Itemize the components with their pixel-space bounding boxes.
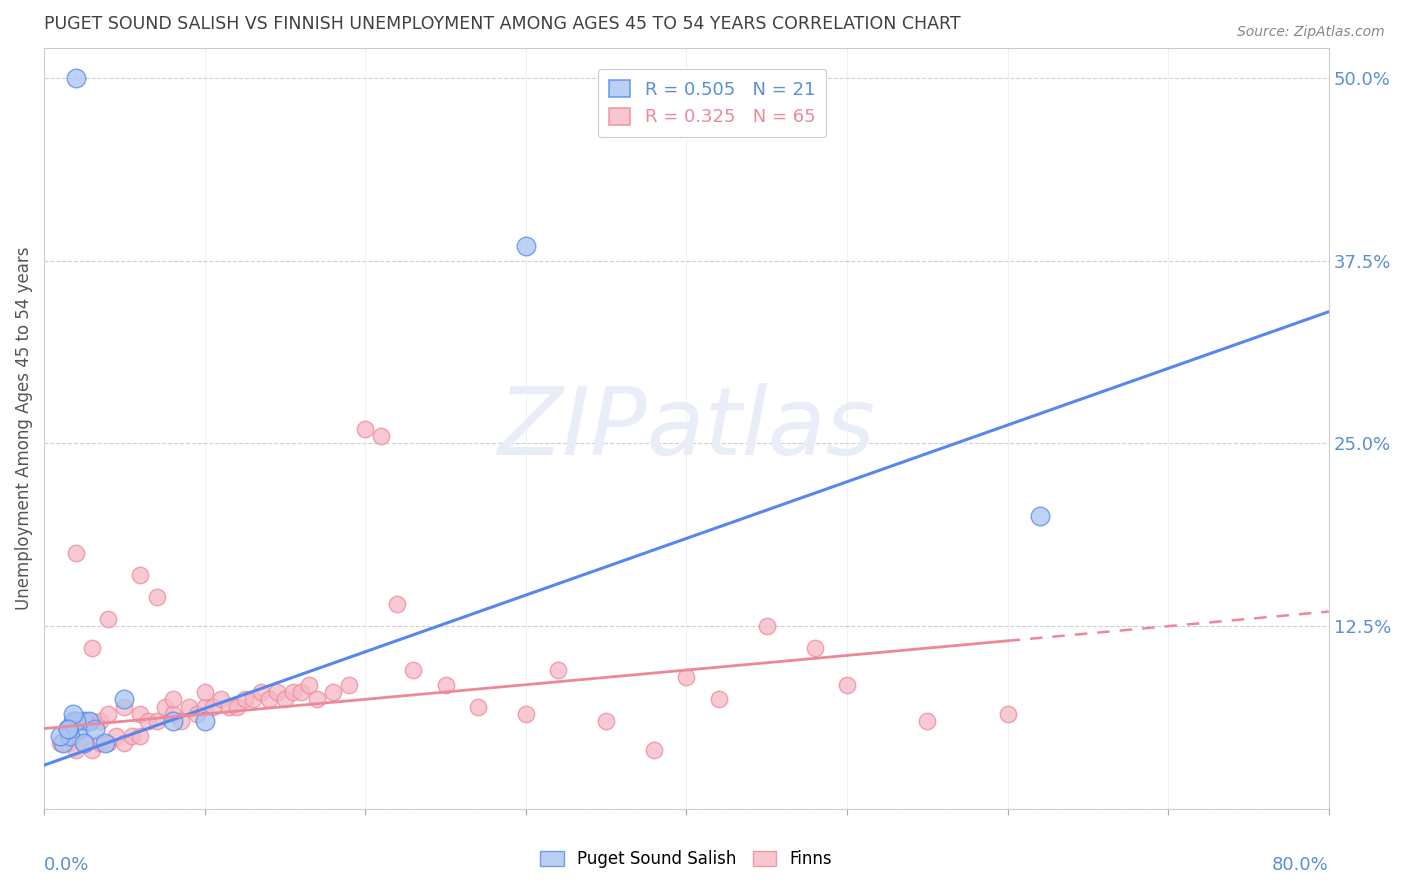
Point: [290, 685, 312, 699]
Point: [73, 714, 96, 729]
Point: [65, 743, 87, 757]
Point: [62, 714, 84, 729]
Point: [225, 699, 247, 714]
Point: [69, 722, 91, 736]
Point: [73, 736, 96, 750]
Legend: Puget Sound Salish, Finns: Puget Sound Salish, Finns: [531, 842, 841, 877]
Point: [250, 685, 273, 699]
Text: ZIPatlas: ZIPatlas: [498, 384, 876, 475]
Point: [266, 685, 288, 699]
Point: [112, 692, 135, 706]
Point: [643, 743, 665, 757]
Point: [515, 706, 537, 721]
Text: Source: ZipAtlas.com: Source: ZipAtlas.com: [1237, 25, 1385, 39]
Text: PUGET SOUND SALISH VS FINNISH UNEMPLOYMENT AMONG AGES 45 TO 54 YEARS CORRELATION: PUGET SOUND SALISH VS FINNISH UNEMPLOYME…: [44, 15, 960, 33]
Point: [675, 670, 697, 684]
Point: [52, 736, 75, 750]
Point: [242, 692, 264, 706]
Point: [804, 641, 827, 656]
Point: [65, 70, 87, 85]
Point: [97, 706, 120, 721]
Point: [73, 714, 96, 729]
Point: [201, 699, 224, 714]
Point: [112, 699, 135, 714]
Point: [467, 699, 489, 714]
Point: [194, 714, 217, 729]
Point: [121, 729, 143, 743]
Point: [298, 678, 321, 692]
Point: [97, 736, 120, 750]
Point: [307, 692, 329, 706]
Point: [58, 722, 80, 736]
Point: [65, 714, 87, 729]
Point: [194, 685, 217, 699]
Point: [1028, 509, 1050, 524]
Point: [707, 692, 730, 706]
Point: [153, 699, 176, 714]
Point: [65, 546, 87, 560]
Point: [434, 678, 457, 692]
Point: [835, 678, 858, 692]
Point: [82, 743, 104, 757]
Point: [129, 729, 152, 743]
Point: [322, 685, 344, 699]
Point: [917, 714, 939, 729]
Point: [233, 692, 256, 706]
Point: [73, 736, 96, 750]
Point: [97, 612, 120, 626]
Point: [58, 722, 80, 736]
Point: [354, 422, 377, 436]
Point: [281, 685, 304, 699]
Point: [89, 714, 111, 729]
Point: [105, 729, 128, 743]
Point: [129, 706, 152, 721]
Point: [387, 597, 409, 611]
Point: [49, 736, 72, 750]
Point: [129, 568, 152, 582]
Point: [194, 699, 217, 714]
Point: [169, 714, 191, 729]
Point: [145, 714, 167, 729]
Point: [77, 714, 100, 729]
Point: [337, 678, 360, 692]
Text: 0.0%: 0.0%: [44, 855, 90, 873]
Point: [162, 714, 184, 729]
Point: [82, 641, 104, 656]
Point: [274, 692, 297, 706]
Point: [177, 699, 200, 714]
Point: [112, 736, 135, 750]
Point: [58, 736, 80, 750]
Point: [218, 699, 240, 714]
Point: [62, 706, 84, 721]
Point: [59, 729, 82, 743]
Point: [370, 429, 392, 443]
Point: [997, 706, 1019, 721]
Point: [162, 692, 184, 706]
Point: [547, 663, 569, 677]
Point: [209, 692, 232, 706]
Point: [402, 663, 425, 677]
Point: [82, 714, 104, 729]
Text: 80.0%: 80.0%: [1272, 855, 1329, 873]
Point: [84, 722, 107, 736]
Point: [755, 619, 778, 633]
Point: [595, 714, 617, 729]
Point: [49, 729, 72, 743]
Y-axis label: Unemployment Among Ages 45 to 54 years: Unemployment Among Ages 45 to 54 years: [15, 247, 32, 610]
Point: [162, 706, 184, 721]
Point: [145, 590, 167, 604]
Point: [94, 736, 117, 750]
Point: [138, 714, 160, 729]
Point: [89, 736, 111, 750]
Point: [257, 692, 280, 706]
Point: [58, 722, 80, 736]
Point: [186, 706, 208, 721]
Point: [515, 239, 537, 253]
